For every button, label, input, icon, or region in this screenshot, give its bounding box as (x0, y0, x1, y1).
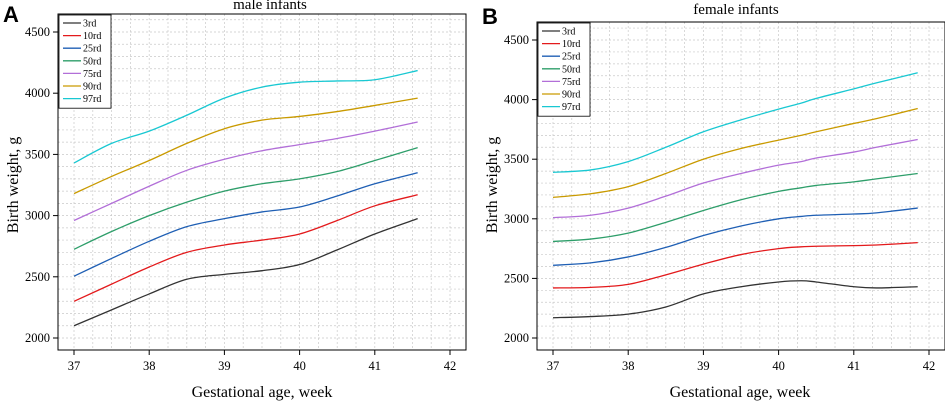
legend-label-75rd: 75rd (562, 77, 580, 88)
panel-letter: B (482, 4, 498, 29)
y-axis-label: Birth weight, g (484, 137, 501, 233)
series-line-50rd (73, 147, 418, 250)
x-tick-label: 39 (218, 359, 231, 373)
series-line-10rd (73, 194, 418, 302)
legend-label-25rd: 25rd (562, 52, 580, 63)
x-tick-label: 38 (143, 359, 156, 373)
series-line-75rd (552, 138, 918, 219)
y-tick-label: 4500 (504, 33, 529, 47)
legend-box (537, 22, 591, 117)
x-tick-label: 39 (697, 359, 710, 373)
series-line-10rd (552, 241, 918, 289)
y-tick-label: 3500 (504, 152, 529, 166)
y-axis-label: Birth weight, g (5, 137, 22, 233)
y-tick-label: 2500 (25, 270, 50, 284)
legend-label-50rd: 50rd (83, 56, 101, 67)
y-tick-label: 4000 (504, 93, 529, 107)
series-line-25rd (552, 207, 918, 266)
x-tick-label: 38 (622, 359, 635, 373)
grid (537, 22, 945, 351)
series-line-50rd (552, 172, 918, 243)
y-tick-label: 3500 (25, 147, 50, 161)
y-tick-label: 2500 (504, 271, 529, 285)
x-tick-label: 41 (848, 359, 861, 373)
y-tick-label: 2000 (504, 331, 529, 345)
legend-box (58, 14, 112, 109)
x-tick-label: 41 (369, 359, 382, 373)
x-tick-label: 37 (68, 359, 81, 373)
legend-label-3rd: 3rd (562, 27, 575, 38)
grid (58, 14, 466, 350)
x-tick-label: 37 (547, 359, 560, 373)
legend-label-90rd: 90rd (562, 90, 580, 101)
legend-label-90rd: 90rd (83, 82, 101, 93)
y-tick-label: 2000 (25, 331, 50, 345)
series-line-3rd (73, 218, 418, 327)
legend-label-10rd: 10rd (83, 31, 101, 42)
y-tick-label: 4000 (25, 86, 50, 100)
series-line-90rd (73, 97, 418, 195)
x-axis-label: Gestational age, week (192, 384, 333, 401)
series-line-75rd (73, 121, 418, 222)
panel-male-infants: 37 38 39 40 41 42 2000 2500 3000 3500 4000 4500 male… (3, 0, 467, 401)
x-axis-label: Gestational age, week (670, 384, 811, 401)
y-tick-label: 3000 (25, 209, 50, 223)
panel-letter: A (3, 2, 19, 27)
legend-label-50rd: 50rd (562, 64, 580, 75)
plot-frame (57, 13, 467, 351)
legend-label-75rd: 75rd (83, 69, 101, 80)
y-tick-label: 3000 (504, 212, 529, 226)
plot-frame (536, 21, 945, 351)
legend-label-25rd: 25rd (83, 44, 101, 55)
x-tick-label: 40 (772, 359, 785, 373)
x-tick-label: 42 (444, 359, 457, 373)
series-line-97rd (552, 72, 918, 173)
chart-title: female infants (693, 2, 779, 18)
panel-female-infants: 37 38 39 40 41 42 2000 2500 3000 3500 4000 4500 fema… (482, 2, 945, 401)
legend-label-10rd: 10rd (562, 39, 580, 50)
series-line-90rd (552, 107, 918, 198)
legend-label-3rd: 3rd (83, 19, 96, 30)
series-line-97rd (73, 69, 418, 164)
y-tick-label: 4500 (25, 25, 50, 39)
series-line-3rd (552, 280, 918, 319)
x-tick-label: 40 (293, 359, 306, 373)
series-line-25rd (73, 172, 418, 277)
legend-label-97rd: 97rd (562, 102, 580, 113)
x-tick-label: 42 (923, 359, 936, 373)
legend-label-97rd: 97rd (83, 94, 101, 105)
chart-title: male infants (233, 0, 307, 13)
